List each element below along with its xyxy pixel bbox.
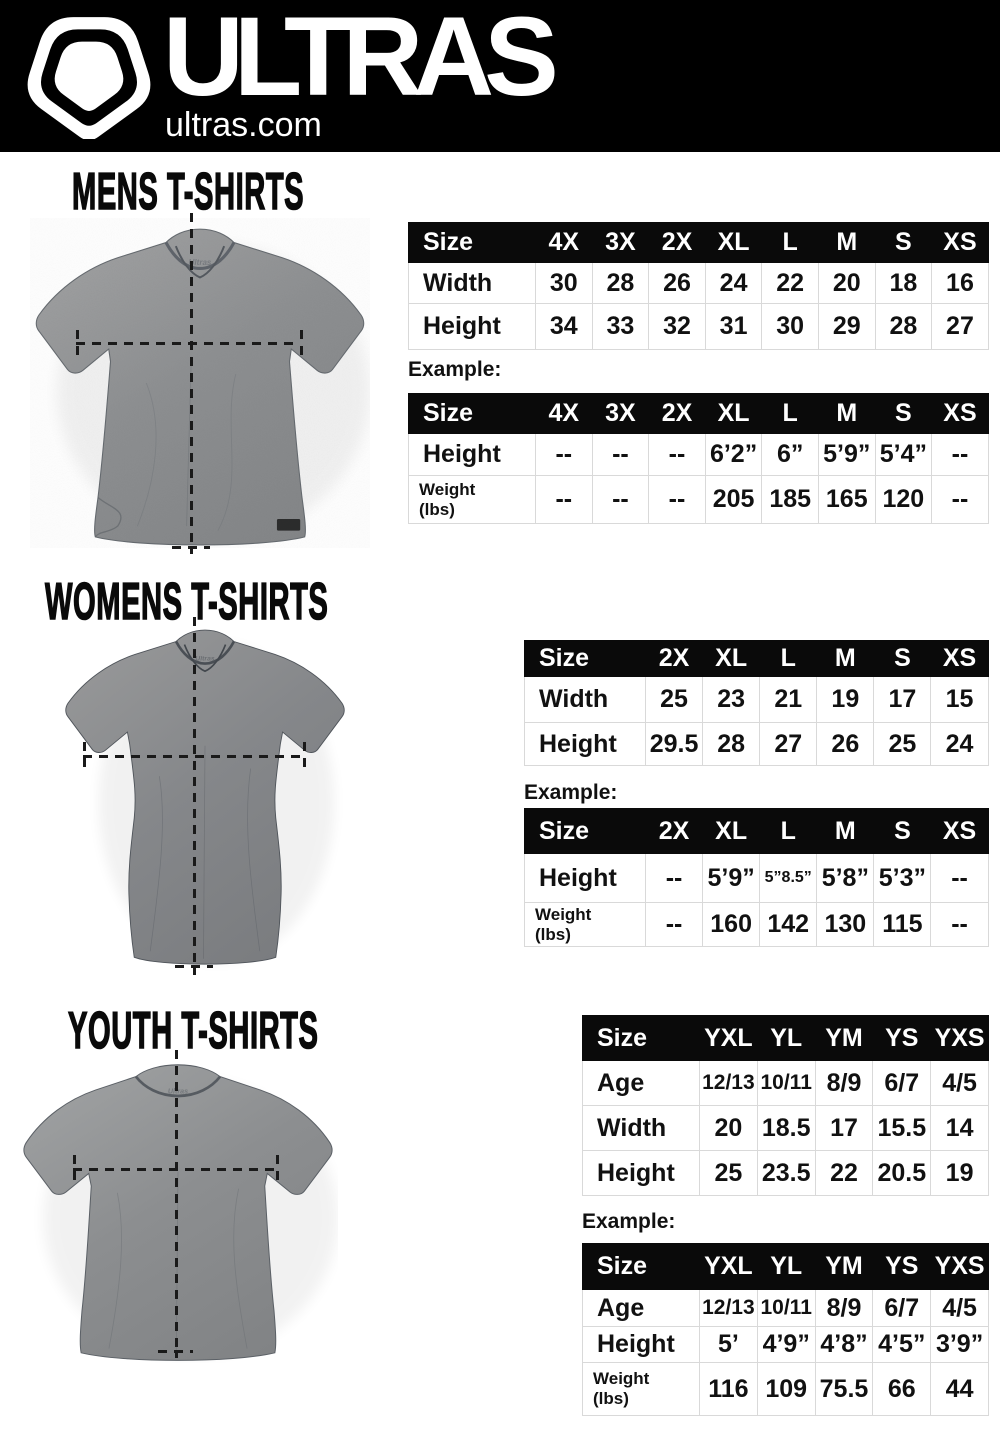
svg-text:Ultras: Ultras bbox=[168, 1087, 188, 1095]
svg-text:Ultras: Ultras bbox=[195, 656, 215, 663]
